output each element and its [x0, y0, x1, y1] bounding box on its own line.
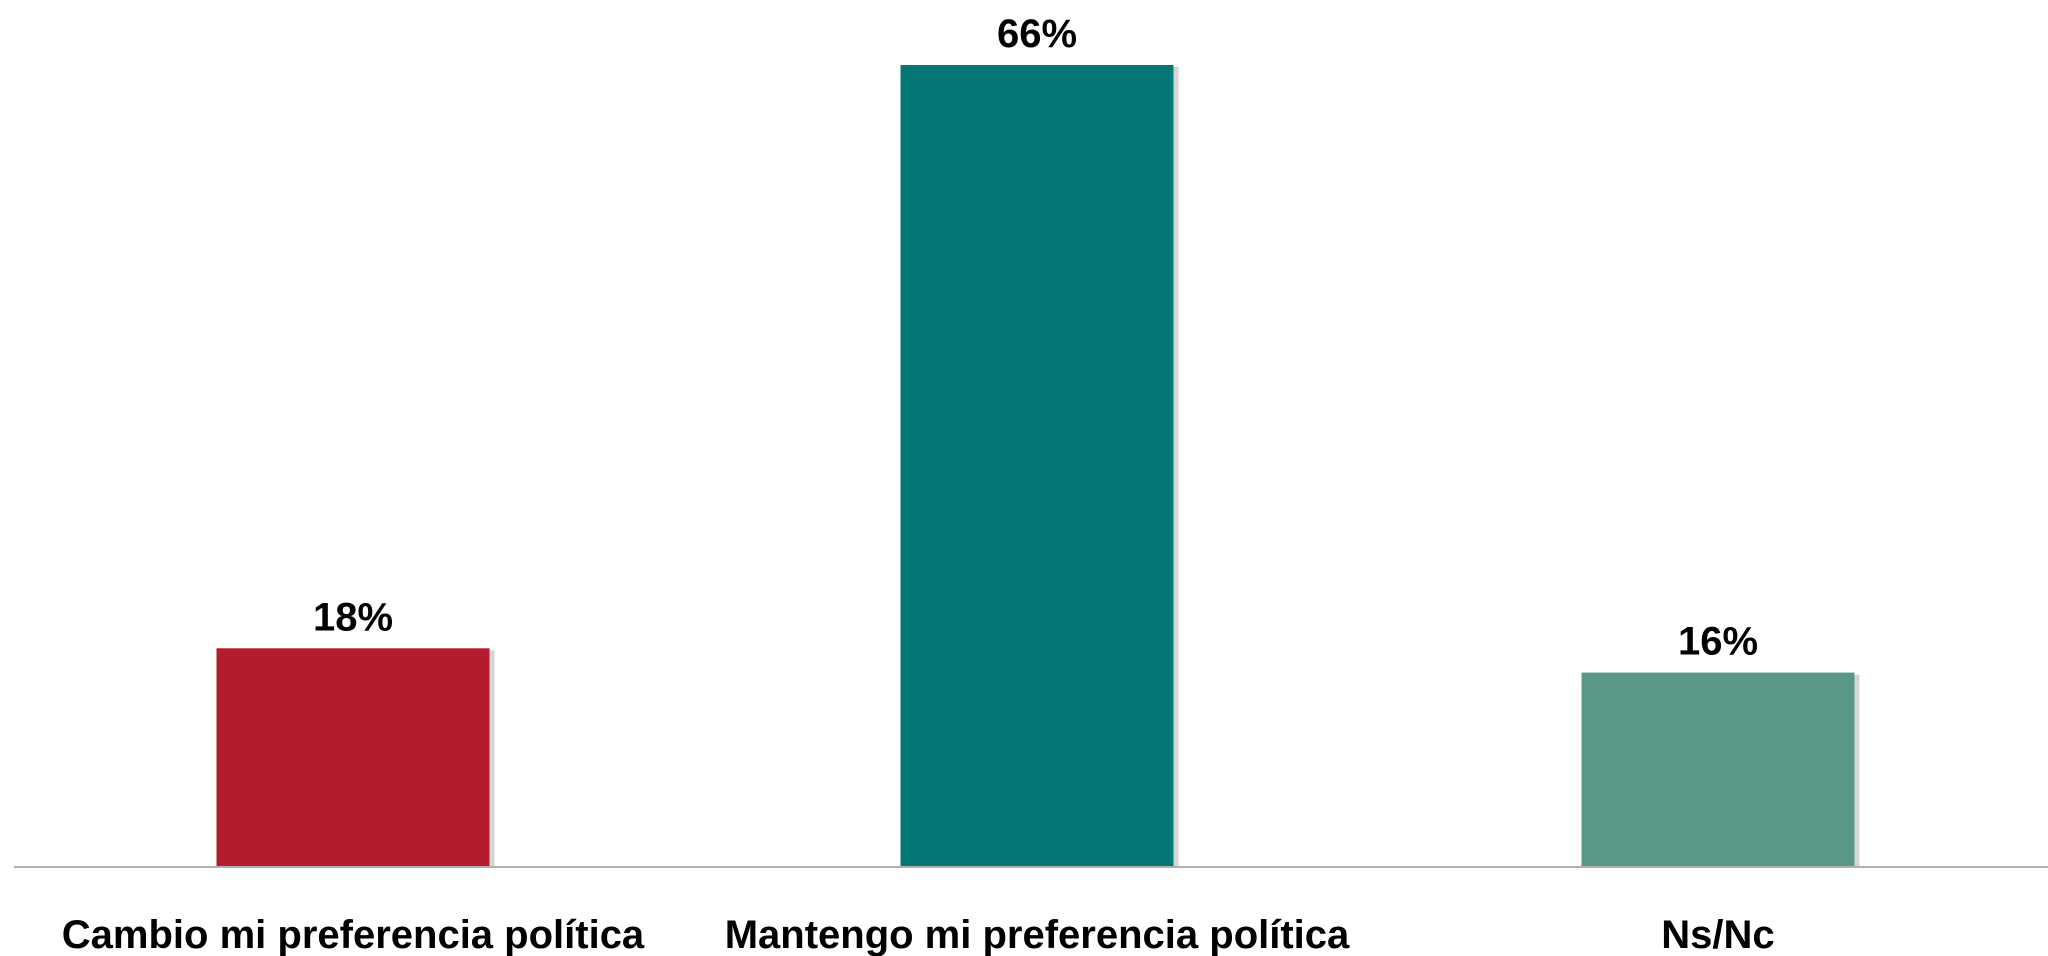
category-label-3: Ns/Nc: [1661, 913, 1774, 956]
data-label-3: 16%: [1678, 620, 1758, 664]
bars-layer: [216, 65, 1860, 867]
data-label-2: 66%: [997, 12, 1077, 56]
labels-layer: 18% Cambio mi preferencia política 66% Mant…: [62, 12, 1775, 956]
bar-3: [1581, 672, 1855, 867]
category-label-2: Mantengo mi preferencia política: [725, 913, 1350, 956]
category-label-1: Cambio mi preferencia política: [62, 913, 645, 956]
bar-2: [900, 65, 1174, 867]
data-label-1: 18%: [313, 595, 393, 639]
bar-1: [216, 648, 490, 867]
